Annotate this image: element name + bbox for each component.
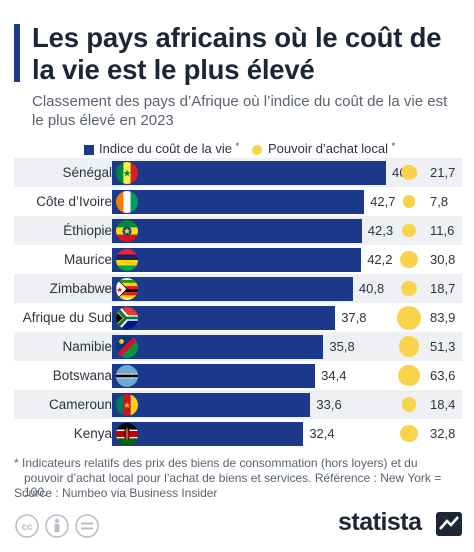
country-label: Afrique du Sud (22, 310, 112, 325)
cost-index-value: 42,3 (367, 222, 394, 238)
legend-asterisk: * (235, 141, 240, 151)
purchasing-power-bubble (402, 195, 416, 208)
purchasing-power-value: 18,4 (430, 397, 456, 412)
footnote-line-1: * Indicateurs relatifs des prix des bien… (14, 456, 418, 470)
cost-index-value: 35,8 (329, 338, 355, 354)
cost-index-bar (112, 363, 316, 388)
chart-subtitle: Classement des pays d’Afrique où l’indic… (32, 93, 448, 129)
flag-namibia-icon (116, 335, 138, 358)
purchasing-power-value: 30,8 (430, 252, 456, 267)
cost-index-bar (112, 247, 362, 272)
legend-bar-swatch (84, 145, 94, 155)
title-accent-bar (14, 24, 20, 82)
legend-asterisk: * (391, 141, 396, 151)
no-derivatives-icon (75, 514, 99, 538)
attribution-icon (45, 514, 69, 538)
flag-kenya-icon (116, 422, 138, 445)
legend-cost-item: Indice du coût de la vie * (99, 141, 239, 156)
purchasing-power-bubble (402, 223, 416, 238)
flag-ethiopia-icon (116, 219, 138, 242)
country-label: Cameroun (48, 397, 112, 412)
country-label: Maurice (63, 252, 112, 267)
purchasing-power-bubble (401, 397, 417, 412)
footnote: * Indicateurs relatifs des prix des bien… (14, 456, 466, 500)
cost-index-value: 40,8 (358, 280, 385, 296)
purchasing-power-bubble (400, 424, 418, 443)
flag-cote-divoire-icon (116, 190, 138, 213)
flag-senegal-icon (116, 161, 138, 184)
license-icons: cc (15, 514, 99, 538)
purchasing-power-bubble (398, 336, 420, 357)
legend-power-label: Pouvoir d’achat local (268, 141, 388, 156)
statista-logo-text: statista (338, 508, 422, 536)
purchasing-power-value: 21,7 (430, 165, 456, 180)
cost-index-bar (112, 276, 353, 301)
purchasing-power-bubble (401, 164, 417, 181)
country-label: Namibie (62, 339, 112, 354)
cost-index-bar (112, 218, 362, 243)
flag-botswana-icon (116, 364, 138, 387)
country-label: Kenya (73, 426, 112, 441)
cost-index-value: 32,4 (309, 425, 335, 441)
cost-index-bar (112, 392, 311, 417)
cc-icon: cc (15, 514, 39, 538)
cost-index-bar (112, 189, 365, 214)
flag-mauritius-icon (116, 248, 138, 271)
cost-index-value: 42,7 (370, 193, 396, 209)
cost-index-value: 33,6 (316, 396, 342, 412)
legend-bubble-swatch (252, 145, 262, 155)
country-label: Zimbabwe (49, 281, 112, 296)
country-label: Sénégal (62, 165, 112, 180)
cost-index-value: 34,4 (321, 367, 347, 383)
flag-south-africa-icon (116, 306, 138, 329)
purchasing-power-value: 18,7 (430, 281, 456, 296)
cost-index-bar (112, 305, 336, 330)
legend-power-item: Pouvoir d’achat local * (268, 141, 395, 156)
legend-cost-label: Indice du coût de la vie (99, 141, 232, 156)
footnote-line-2: pouvoir d’achat local pour l’achat de bi… (24, 470, 442, 500)
purchasing-power-bubble (398, 364, 420, 387)
purchasing-power-value: 63,6 (430, 368, 456, 383)
purchasing-power-value: 7,8 (430, 194, 449, 209)
svg-text:cc: cc (21, 522, 33, 533)
flag-zimbabwe-icon (116, 277, 138, 300)
cost-index-value: 42,2 (367, 251, 393, 267)
purchasing-power-bubble (401, 280, 417, 296)
purchasing-power-value: 83,9 (430, 310, 456, 325)
country-label: Botswana (52, 368, 112, 383)
country-label: Côte d’Ivoire (36, 194, 112, 209)
purchasing-power-value: 51,3 (430, 339, 456, 354)
purchasing-power-value: 11,6 (430, 223, 455, 238)
cost-index-bar (112, 334, 324, 359)
chart-title: Les pays africains où le coût de la vie … (32, 22, 442, 85)
purchasing-power-bubble (397, 305, 421, 330)
cost-index-bar (112, 421, 304, 446)
cost-index-value: 37,8 (341, 309, 367, 325)
country-label: Éthiopie (63, 223, 112, 238)
statista-logo-icon (436, 512, 462, 536)
legend: Indice du coût de la vie * Pouvoir d’ach… (0, 140, 474, 160)
cost-index-bar (112, 160, 386, 185)
purchasing-power-value: 32,8 (430, 426, 456, 441)
purchasing-power-bubble (400, 250, 418, 269)
source-note: Source : Numbeo via Business Insider (14, 486, 218, 500)
flag-cameroon-icon (116, 393, 138, 416)
